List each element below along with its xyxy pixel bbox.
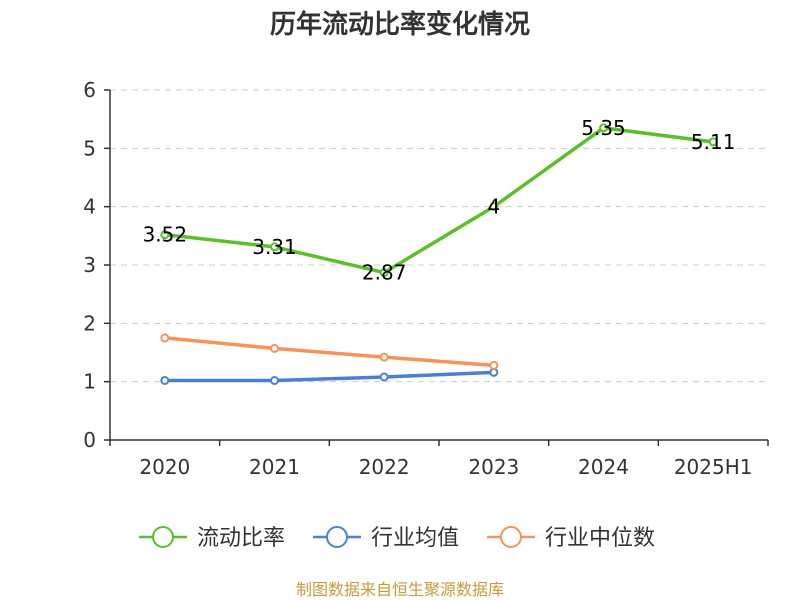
data-point[interactable]: [489, 360, 499, 370]
legend-marker-icon: [326, 526, 348, 548]
series-line-0: [164, 126, 714, 275]
x-tick-label: 2023: [468, 455, 519, 479]
data-label: 5.35: [581, 116, 626, 140]
legend-label: 行业中位数: [545, 526, 655, 551]
y-tick-label: 6: [83, 78, 96, 102]
data-point[interactable]: [708, 137, 718, 147]
data-label: 3.52: [143, 223, 188, 247]
y-tick-label: 0: [83, 428, 96, 452]
legend-marker-icon: [500, 526, 522, 548]
series-layer: [160, 123, 718, 385]
data-label: 5.11: [691, 130, 736, 154]
x-tick-label: 2024: [578, 455, 629, 479]
data-label: 2.87: [362, 261, 407, 285]
x-tick-label: 2025H1: [674, 455, 753, 479]
legend-item-0[interactable]: 流动比率: [139, 526, 285, 551]
data-point[interactable]: [160, 230, 170, 240]
y-tick-label: 1: [83, 370, 96, 394]
data-point[interactable]: [379, 352, 389, 362]
y-tick-label: 4: [83, 195, 96, 219]
data-point[interactable]: [270, 343, 279, 353]
source-note: 制图数据来自恒生聚源数据库: [296, 580, 504, 599]
y-tick-label: 5: [83, 136, 96, 160]
legend-label: 行业均值: [371, 526, 459, 551]
x-tick-label: 2020: [139, 455, 190, 479]
data-point[interactable]: [270, 242, 279, 252]
chart-title: 历年流动比率变化情况: [270, 9, 530, 40]
data-labels: 3.52 3.31 2.87 4 5.35 5.11: [143, 116, 736, 285]
data-point[interactable]: [599, 123, 608, 133]
data-point[interactable]: [489, 367, 499, 377]
legend-marker-icon: [152, 526, 174, 548]
legend-label: 流动比率: [197, 526, 285, 551]
y-tick-label: 2: [83, 311, 96, 335]
x-tick-label: 2022: [359, 455, 410, 479]
data-point[interactable]: [160, 333, 170, 343]
axes: 0 1 2 3 4 5 6 2020 2021 2022 2023 2024 2025H1: [83, 78, 769, 479]
data-point[interactable]: [489, 202, 499, 212]
legend-item-2[interactable]: 行业中位数: [487, 526, 655, 551]
data-point[interactable]: [379, 268, 389, 278]
data-point[interactable]: [379, 372, 389, 382]
legend[interactable]: 流动比率 行业均值 行业中位数: [139, 526, 655, 551]
grid: [110, 89, 768, 383]
y-tick-label: 3: [83, 253, 96, 277]
data-point[interactable]: [270, 376, 279, 385]
series-line-1: [164, 370, 494, 383]
data-label: 4: [487, 195, 500, 219]
data-label: 3.31: [252, 235, 297, 259]
x-tick-label: 2021: [249, 455, 300, 479]
series-line-2: [164, 336, 494, 368]
data-point[interactable]: [160, 376, 170, 385]
legend-item-1[interactable]: 行业均值: [313, 526, 459, 551]
